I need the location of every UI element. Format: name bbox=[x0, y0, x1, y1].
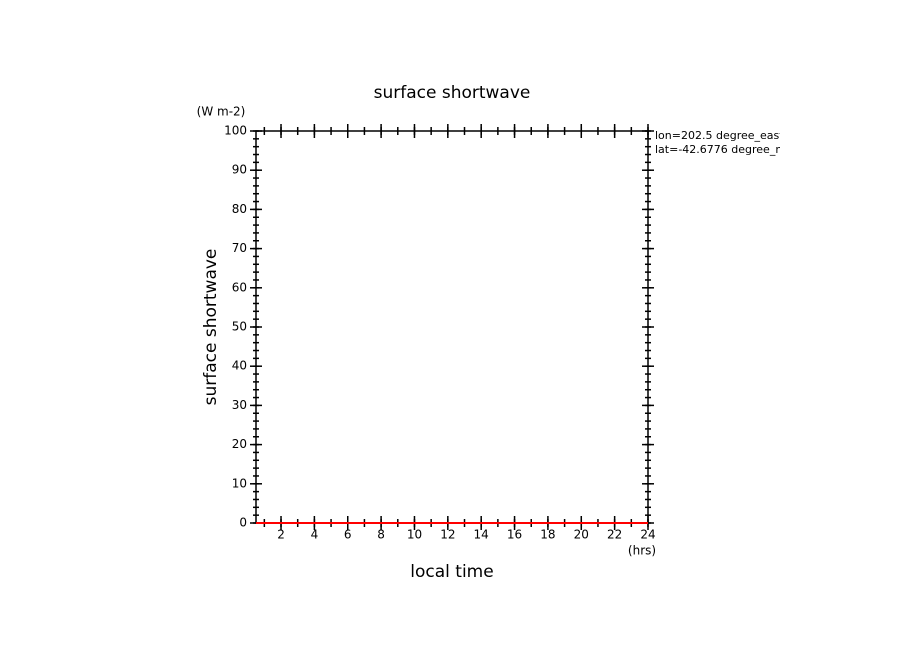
x-tick-label: 24 bbox=[640, 528, 655, 542]
y-tick-label: 20 bbox=[232, 437, 247, 451]
y-tick-label: 70 bbox=[232, 241, 247, 255]
x-tick-label: 4 bbox=[311, 528, 319, 542]
x-tick-label: 20 bbox=[574, 528, 589, 542]
y-tick-label: 80 bbox=[232, 202, 247, 216]
x-tick-label: 6 bbox=[344, 528, 352, 542]
annotation: lon=202.5 degree_east bbox=[655, 129, 784, 142]
chart-title: surface shortwave bbox=[374, 83, 531, 103]
y-tick-label: 100 bbox=[224, 124, 247, 138]
y-tick-label: 60 bbox=[232, 280, 247, 294]
y-tick-label: 10 bbox=[232, 476, 247, 490]
x-tick-label: 2 bbox=[277, 528, 285, 542]
x-tick-label: 12 bbox=[440, 528, 455, 542]
y-tick-label: 40 bbox=[232, 359, 247, 373]
x-tick-label: 16 bbox=[507, 528, 522, 542]
x-tick-label: 18 bbox=[540, 528, 555, 542]
x-tick-label: 10 bbox=[407, 528, 422, 542]
y-tick-label: 0 bbox=[239, 516, 247, 530]
y-tick-label: 50 bbox=[232, 320, 247, 334]
annotation: lat=-42.6776 degree_north bbox=[655, 143, 805, 156]
x-tick-label: 8 bbox=[377, 528, 385, 542]
annotations: lon=202.5 degree_east lat=-42.6776 degre… bbox=[655, 129, 805, 156]
y-tick-label: 90 bbox=[232, 163, 247, 177]
x-tick-label: 22 bbox=[607, 528, 622, 542]
y-tick-label: 30 bbox=[232, 398, 247, 412]
y-axis-label: surface shortwave bbox=[201, 249, 221, 406]
x-axis-label: local time bbox=[410, 562, 493, 582]
x-tick-label: 14 bbox=[474, 528, 489, 542]
x-units: (hrs) bbox=[628, 544, 656, 558]
y-units: (W m-2) bbox=[197, 105, 246, 119]
